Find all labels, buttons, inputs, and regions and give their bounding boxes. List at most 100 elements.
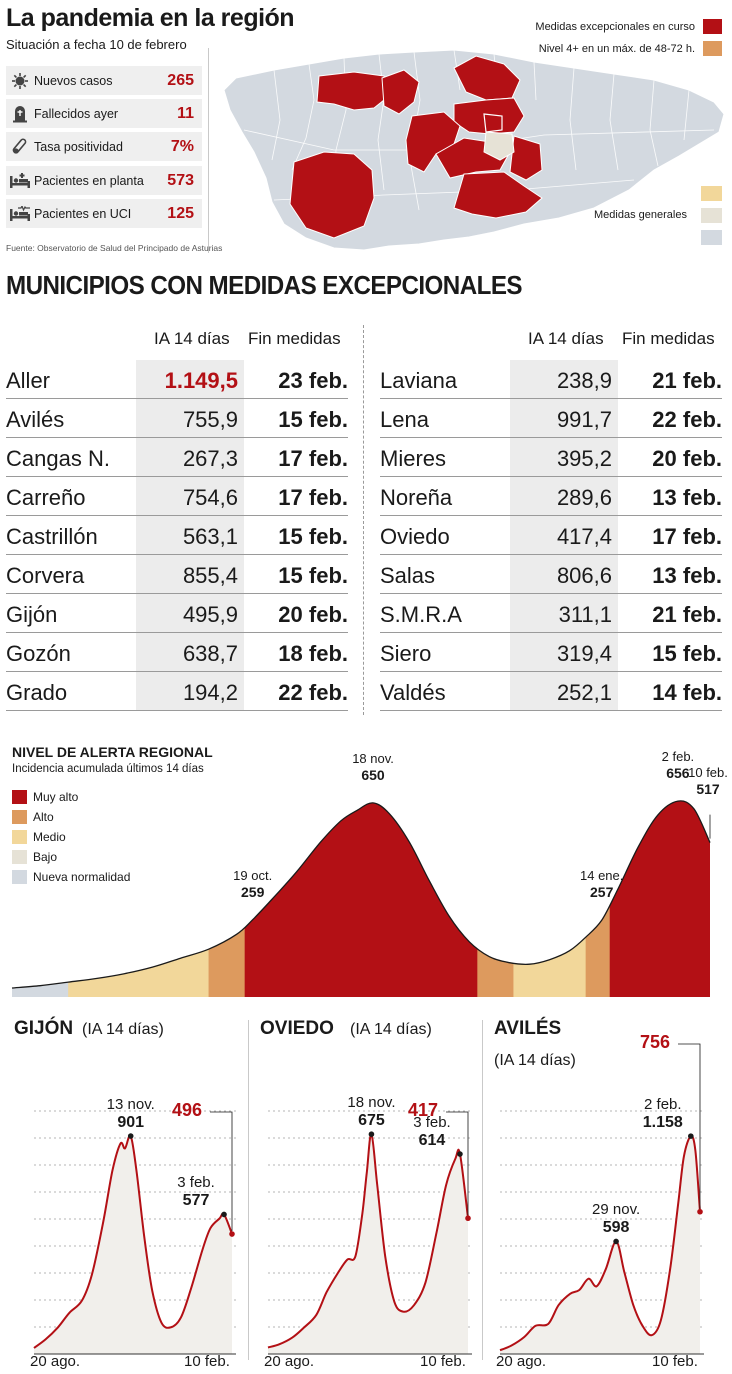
table-row: Gozón 638,7 18 feb. [6, 633, 348, 672]
table-row: Siero 319,4 15 feb. [380, 633, 722, 672]
red-swatch [703, 19, 722, 34]
stat-label: Nuevos casos [34, 73, 113, 88]
municipio-fin: 21 feb. [652, 602, 722, 627]
annotation-point [613, 1238, 619, 1245]
municipio-name: Avilés [6, 407, 65, 432]
municipio-fin: 13 feb. [652, 563, 722, 588]
page-subtitle: Situación a fecha 10 de febrero [6, 37, 187, 52]
alert-band [208, 800, 246, 997]
annotation-value: 650 [361, 766, 385, 783]
annotation-date: 19 oct. [233, 867, 273, 883]
municipio-name: Aller [6, 368, 51, 393]
source-note: Fuente: Observatorio de Salud del Princi… [6, 243, 223, 253]
municipio-name: Cangas N. [6, 446, 110, 471]
table-row: Laviana 238,9 21 feb. [380, 360, 722, 399]
annotation-date: 13 nov. [106, 1096, 155, 1114]
municipio-ia: 267,3 [136, 438, 244, 476]
annotation-date: 2 feb. [661, 749, 695, 765]
last-value-leader [210, 1111, 233, 1232]
municipio-name: Corvera [6, 563, 85, 588]
municipio-ia: 311,1 [510, 594, 618, 632]
stat-positivity: Tasa positividad 7% [6, 132, 202, 161]
municipio-fin: 23 feb. [278, 368, 348, 393]
municipio-ia: 754,6 [136, 477, 244, 515]
municipio-fin: 22 feb. [278, 680, 348, 705]
beige-swatch [701, 208, 722, 223]
legend-swatch [12, 790, 27, 804]
municipio-fin: 13 feb. [652, 485, 722, 510]
table-row: Cangas N. 267,3 17 feb. [6, 438, 348, 477]
city-annotation: 3 feb. 614 [413, 1114, 451, 1150]
city-annotation: 2 feb. 1.158 [643, 1096, 683, 1132]
map-exceptional-regions [289, 55, 543, 239]
divider [482, 1020, 483, 1360]
legend-label: Bajo [33, 850, 58, 864]
municipio-ia: 638,7 [136, 633, 244, 671]
municipio-ia: 194,2 [136, 672, 244, 710]
municipios-table-right: IA 14 días Fin medidas Laviana 238,9 21 fe… [380, 325, 722, 711]
municipio-ia: 991,7 [510, 399, 618, 437]
alert-legend-item: Muy alto [12, 790, 78, 804]
city-area [500, 1135, 700, 1354]
last-value-point [229, 1231, 235, 1237]
city-name: AVILÉS [494, 1018, 562, 1039]
annotation-point [221, 1211, 227, 1218]
city-chart-subtitle: (IA 14 días) [350, 1021, 432, 1038]
alert-annotation: 19 oct. 259 [233, 868, 272, 901]
municipio-ia: 755,9 [136, 399, 244, 437]
table-body: Laviana 238,9 21 feb. Lena 991,7 22 feb. Miere… [380, 360, 722, 711]
municipio-name: Mieres [380, 446, 447, 471]
legend-label: Muy alto [33, 790, 79, 804]
x-tick-label: 20 ago. [496, 1353, 547, 1370]
section-heading: MUNICIPIOS CON MEDIDAS EXCEPCIONALES [6, 270, 523, 300]
grey-swatch [701, 230, 722, 245]
municipio-name: Oviedo [380, 524, 450, 549]
alert-band [585, 800, 611, 997]
x-tick-label: 10 feb. [420, 1353, 466, 1370]
table-header: IA 14 días Fin medidas [6, 325, 348, 360]
col-ia-header: IA 14 días [528, 329, 604, 348]
legend-swatch [12, 850, 27, 864]
city-chart-title: OVIEDO [260, 1018, 334, 1040]
x-tick-label: 10 feb. [184, 1353, 230, 1370]
table-row: Carreño 754,6 17 feb. [6, 477, 348, 516]
municipio-fin: 15 feb. [278, 407, 348, 432]
annotation-value: 577 [182, 1192, 210, 1210]
table-row: Valdés 252,1 14 feb. [380, 672, 722, 711]
annotation-value: 1.158 [642, 1114, 683, 1132]
annotation-value: 598 [602, 1219, 630, 1237]
city-chart-subtitle: (IA 14 días) [82, 1021, 164, 1038]
annotation-value: 675 [358, 1112, 385, 1130]
city-annotation: 13 nov. 901 [107, 1096, 155, 1132]
map-region-oviedo [483, 113, 503, 133]
annotation-date: 3 feb. [413, 1114, 451, 1132]
municipio-name: S.M.R.A [380, 602, 462, 627]
last-value-leader [678, 1043, 701, 1209]
table-row: Gijón 495,9 20 feb. [6, 594, 348, 633]
stat-value: 125 [167, 204, 194, 222]
municipio-name: Laviana [380, 368, 458, 393]
yellow-swatch [701, 186, 722, 201]
table-row: Castrillón 563,1 15 feb. [6, 516, 348, 555]
annotation-date: 18 nov. [347, 1094, 396, 1112]
stat-value: 265 [167, 71, 194, 89]
col-ia-header: IA 14 días [154, 329, 230, 348]
table-body: Aller 1.149,5 23 feb. Avilés 755,9 15 feb. Can… [6, 360, 348, 711]
municipio-ia: 563,1 [136, 516, 244, 554]
alert-legend-item: Bajo [12, 850, 57, 864]
municipio-name: Lena [380, 407, 429, 432]
legend-swatch [12, 830, 27, 844]
annotation-date: 10 feb. [688, 764, 728, 780]
alert-band [477, 800, 514, 997]
last-value-label: 756 [640, 1032, 671, 1052]
x-tick-label: 10 feb. [652, 1353, 698, 1370]
stat-icu-patients: Pacientes en UCI 125 [6, 199, 202, 228]
municipio-fin: 15 feb. [278, 524, 348, 549]
city-annotation: 18 nov. 675 [347, 1094, 395, 1130]
municipio-ia: 806,6 [510, 555, 618, 593]
municipio-name: Siero [380, 641, 432, 666]
map-legend-label: Medidas excepcionales en curso [535, 20, 695, 33]
divider [248, 1020, 249, 1360]
city-chart-plot [267, 1110, 472, 1355]
table-row: Lena 991,7 22 feb. [380, 399, 722, 438]
